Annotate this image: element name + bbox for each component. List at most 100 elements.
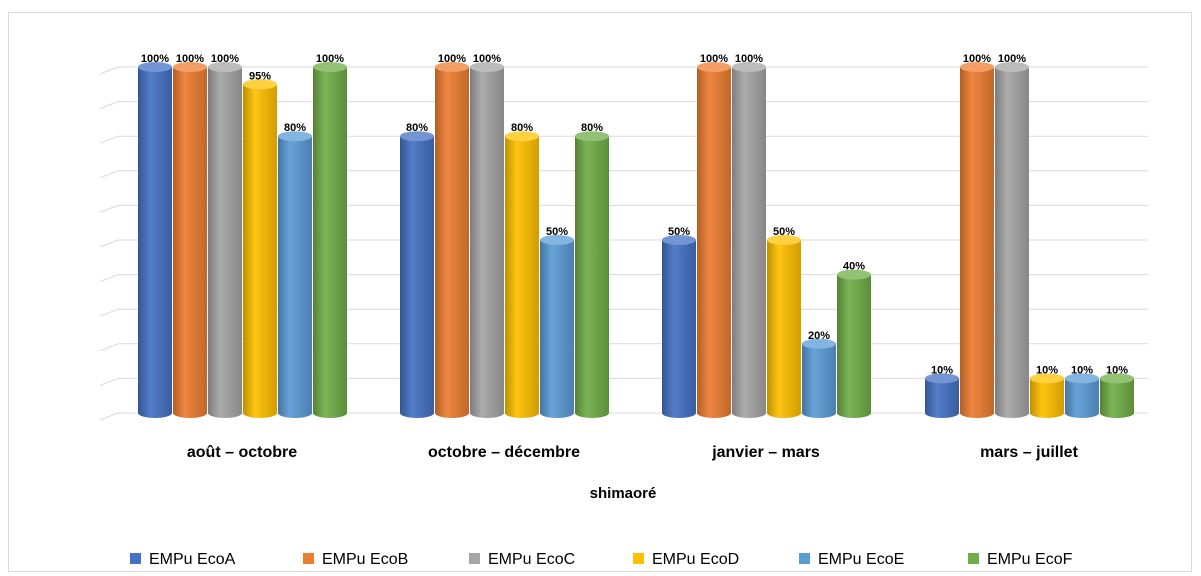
category-labels: août – octobre octobre – décembre janvier … [187,444,1079,461]
bar-top [505,131,539,142]
bar-body [400,136,434,418]
bar-top [1030,373,1064,384]
bar [173,62,207,418]
data-label: 100% [963,53,991,65]
bar-body [470,67,504,418]
bar [925,373,959,418]
legend-swatch [469,553,480,564]
gridline-slant [99,377,119,386]
bar-top [767,235,801,245]
bar-body [575,136,609,418]
bar [1065,373,1099,418]
bar [208,62,242,418]
bar-body [995,67,1029,418]
data-labels: 100% 100% 100% 95% 80% 100% 80% 100% 100% 80% 50% 8… [141,53,1128,376]
bar [243,79,277,418]
category-label: août – octobre [187,444,297,461]
legend-label: EMPu EcoD [652,551,739,568]
data-label: 20% [808,330,830,342]
bar [697,62,731,418]
bar [575,131,609,418]
data-label: 10% [1071,364,1093,376]
gridline-slant [99,66,119,75]
bar-body [662,240,696,418]
data-label: 100% [438,53,466,65]
bar [1100,373,1134,418]
bar [540,235,574,418]
legend-item: EMPu EcoF [968,551,1073,568]
data-label: 80% [581,122,603,134]
bar-body [278,136,312,418]
bar [505,131,539,418]
legend-item: EMPu EcoD [633,551,739,568]
legend-label: EMPu EcoB [322,551,408,568]
data-label: 100% [473,53,501,65]
bar-body [138,67,172,418]
data-label: 100% [211,53,239,65]
bar-top [208,62,242,72]
bar [313,62,347,418]
bar-top [400,131,434,142]
x-axis-title: shimaoré [590,485,657,502]
bar-top [697,62,731,72]
bar [470,62,504,418]
data-label: 50% [668,226,690,238]
gridline-slant [99,343,119,352]
bar-top [995,62,1029,72]
gridline-slant [99,274,119,283]
bar-body [960,67,994,418]
category-label: octobre – décembre [428,444,580,461]
data-label: 10% [1106,364,1128,376]
legend: EMPu EcoA EMPu EcoB EMPu EcoC EMPu EcoD EMPu… [130,551,1073,568]
bar [1030,373,1064,418]
legend-label: EMPu EcoE [818,551,904,568]
bar-body [1100,378,1134,418]
gridline-slant [99,101,119,110]
legend-item: EMPu EcoB [303,551,408,568]
bar-body [208,67,242,418]
bar [995,62,1029,418]
bar-body [732,67,766,418]
bar [960,62,994,418]
gridline-slant [99,308,119,317]
category-label: mars – juillet [980,444,1078,461]
legend-label: EMPu EcoC [488,551,575,568]
data-label: 10% [931,364,953,376]
bar-body [767,240,801,418]
data-label: 50% [773,226,795,238]
data-label: 100% [998,53,1026,65]
bar-top [1065,373,1099,384]
bar [138,62,172,418]
bar-body [540,240,574,418]
bar-body [435,67,469,418]
gridline-slant [99,412,119,421]
bar-body [925,378,959,418]
bar-body [837,274,871,418]
data-label: 10% [1036,364,1058,376]
bar [278,131,312,418]
bar-body [173,67,207,418]
data-label: 95% [249,70,271,82]
legend-swatch [968,553,979,564]
data-label: 40% [843,261,865,273]
bar-top [138,62,172,72]
bar-body [1030,378,1064,418]
bar-top [837,269,871,280]
data-label: 100% [141,53,169,65]
bar [802,338,836,418]
bar [435,62,469,418]
gridline-slant [99,204,119,213]
legend-swatch [303,553,314,564]
gridline-slant [99,239,119,248]
data-label: 100% [735,53,763,65]
bar-top [575,131,609,142]
bar-top [960,62,994,72]
data-label: 100% [700,53,728,65]
bar-top [925,373,959,384]
legend-swatch [130,553,141,564]
bar-body [697,67,731,418]
bar-top [662,235,696,245]
bar-top [540,235,574,245]
bar-top [802,338,836,349]
